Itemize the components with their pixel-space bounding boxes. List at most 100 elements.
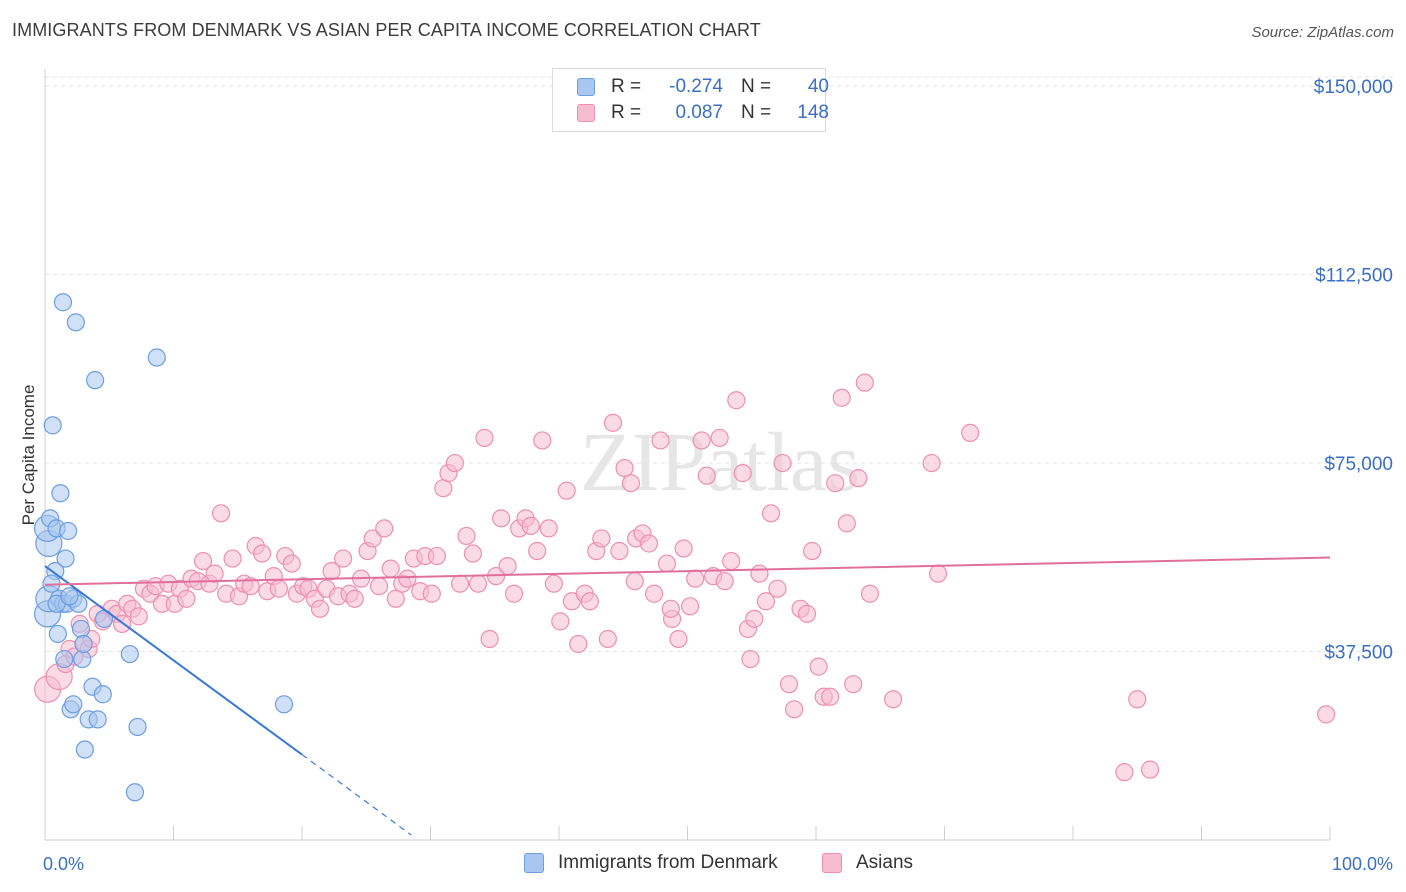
legend-r-label: R =	[611, 76, 642, 97]
data-point	[269, 579, 288, 598]
data-point	[733, 464, 752, 483]
data-point	[741, 649, 760, 669]
data-point	[603, 413, 623, 432]
data-point	[434, 479, 453, 498]
data-point	[598, 629, 617, 649]
data-point	[615, 458, 634, 478]
data-point	[386, 589, 405, 608]
data-point	[450, 574, 470, 593]
legend-row-denmark: R = -0.274 N = 40	[577, 75, 829, 99]
data-point	[120, 644, 139, 664]
legend-swatch-asians	[577, 104, 595, 122]
data-point	[779, 675, 799, 694]
data-point	[51, 484, 70, 503]
data-point	[498, 556, 517, 576]
y-tick-label: $75,000	[1324, 454, 1393, 475]
y-tick-labels: $37,500 $75,000 $112,500 $150,000	[1314, 77, 1393, 663]
data-point	[381, 559, 400, 578]
data-point	[680, 597, 700, 616]
data-point	[533, 431, 552, 450]
data-point	[669, 629, 688, 649]
data-point	[745, 609, 764, 628]
data-point	[492, 509, 511, 528]
legend-item-asians[interactable]: Asians	[822, 852, 913, 874]
trend-lines	[44, 556, 1331, 836]
legend-item-denmark[interactable]: Immigrants from Denmark	[524, 852, 778, 874]
data-point	[837, 514, 856, 533]
data-point	[826, 474, 845, 493]
legend-r-value: 0.087	[675, 102, 723, 123]
data-point	[674, 539, 693, 558]
data-points	[33, 293, 1336, 802]
data-point	[768, 579, 787, 598]
data-point	[803, 541, 822, 561]
data-point	[345, 589, 364, 608]
data-point	[756, 592, 775, 611]
data-point	[60, 587, 79, 606]
data-point	[86, 371, 105, 390]
data-point	[692, 431, 711, 450]
data-point	[125, 783, 145, 802]
data-point	[59, 521, 78, 541]
asians-points	[33, 373, 1336, 782]
data-point	[821, 687, 840, 706]
data-point	[528, 541, 547, 561]
data-point	[363, 529, 382, 548]
data-point	[504, 584, 524, 603]
data-point	[223, 549, 242, 568]
data-point	[860, 584, 880, 603]
legend-label-denmark: Immigrants from Denmark	[558, 852, 778, 873]
data-point	[621, 474, 641, 493]
data-point	[56, 549, 75, 568]
legend-n-label: N =	[741, 102, 772, 123]
data-point	[310, 599, 330, 618]
data-point	[463, 544, 483, 563]
legend-n-value: 40	[807, 76, 829, 97]
data-point	[334, 549, 353, 568]
data-point	[773, 453, 792, 473]
legend-swatch-denmark	[524, 853, 544, 873]
data-point	[922, 453, 941, 473]
y-tick-label: $37,500	[1324, 643, 1393, 664]
data-point	[832, 388, 851, 407]
data-point	[475, 428, 494, 448]
data-point	[1128, 690, 1147, 709]
data-point	[610, 541, 629, 561]
denmark-points	[33, 293, 294, 802]
chart-title: IMMIGRANTS FROM DENMARK VS ASIAN PER CAP…	[12, 20, 761, 40]
data-point	[710, 428, 729, 448]
data-point	[661, 599, 680, 618]
data-point	[468, 574, 488, 593]
data-point	[457, 526, 476, 546]
data-point	[727, 391, 746, 410]
data-point	[88, 710, 107, 729]
data-point	[422, 584, 441, 603]
data-point	[657, 554, 677, 573]
data-point	[66, 313, 85, 332]
data-point	[129, 607, 148, 626]
data-point	[55, 649, 74, 669]
data-point	[445, 453, 465, 473]
x-tick-label-right: 100.0%	[1332, 854, 1393, 874]
data-point	[580, 592, 599, 611]
data-point	[644, 584, 664, 603]
data-point	[375, 519, 394, 538]
axes	[44, 69, 1331, 841]
data-point	[855, 373, 874, 392]
asians-trend-line	[44, 556, 1331, 586]
y-axis-label: Per Capita Income	[19, 385, 38, 526]
legend-swatch-denmark	[577, 78, 595, 96]
data-point	[1317, 705, 1336, 724]
data-point	[539, 519, 558, 538]
legend-r-value: -0.274	[669, 76, 723, 97]
data-point	[480, 629, 499, 649]
data-point	[883, 690, 903, 709]
data-point	[809, 657, 828, 676]
data-point	[569, 634, 588, 654]
data-point	[71, 619, 91, 639]
source-credit: Source: ZipAtlas.com	[1251, 24, 1394, 41]
data-point	[64, 695, 83, 714]
grid-lines	[45, 76, 1393, 653]
data-point	[398, 569, 417, 588]
